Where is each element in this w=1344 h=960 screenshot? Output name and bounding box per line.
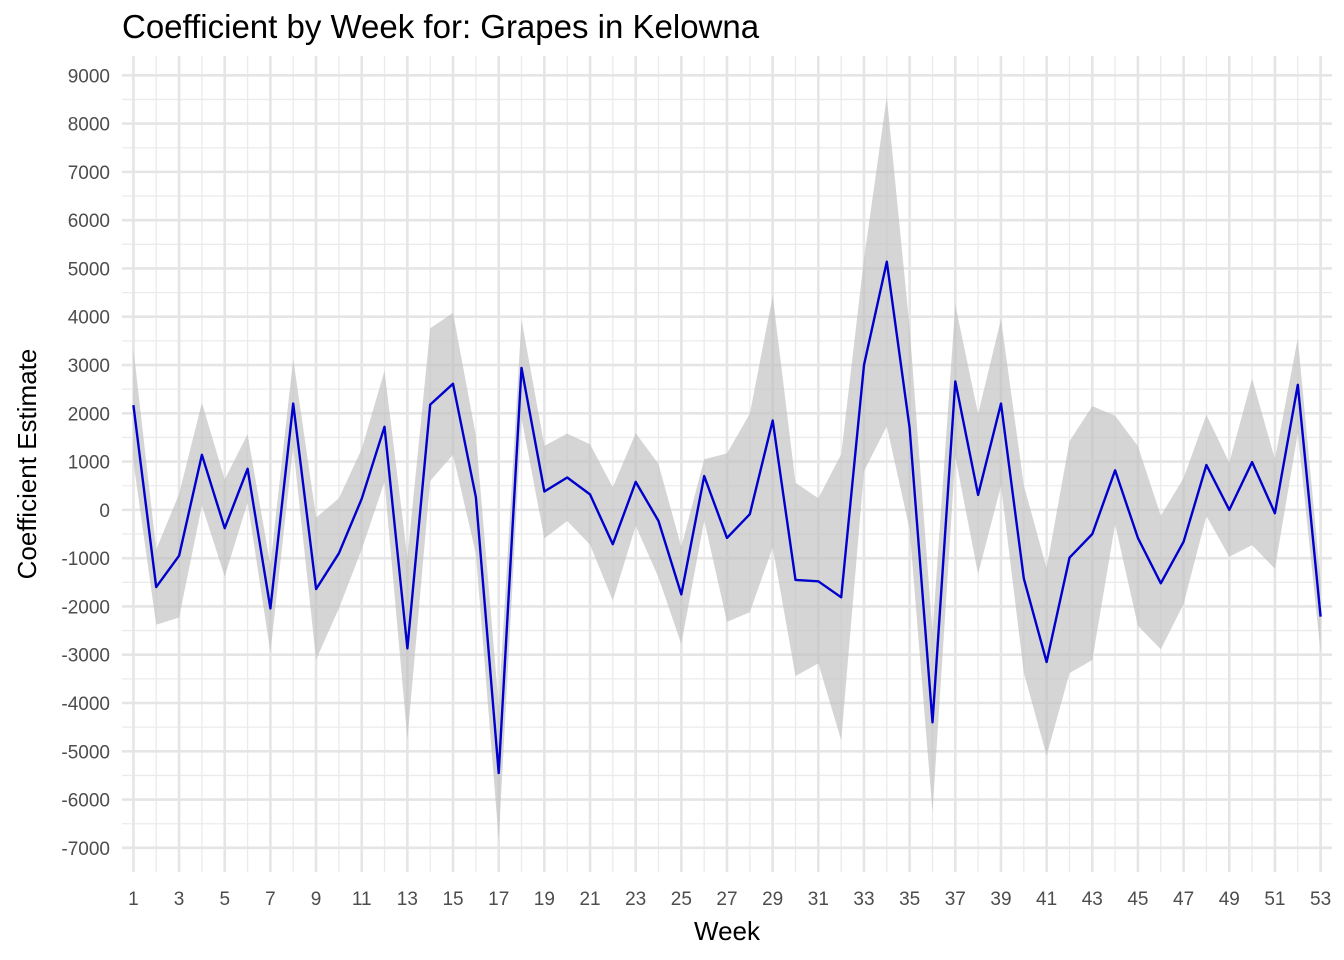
y-tick-labels: -7000 -6000 -5000 -4000 -3000 -2000 -1000 0 1000…: [61, 66, 110, 860]
x-tick-label: 25: [671, 889, 692, 910]
x-tick-label: 37: [945, 889, 966, 910]
x-tick-label: 29: [762, 889, 783, 910]
y-tick-label: 2000: [68, 404, 110, 425]
x-tick-label: 11: [352, 889, 372, 910]
x-tick-label: 21: [579, 889, 600, 910]
x-tick-label: 13: [397, 889, 418, 910]
x-tick-label: 17: [488, 889, 509, 910]
confidence-band: [133, 96, 1321, 840]
x-tick-label: 39: [990, 889, 1011, 910]
x-tick-label: 19: [534, 889, 555, 910]
chart-title: Coefficient by Week for: Grapes in Kelow…: [122, 8, 760, 45]
coefficient-line: [132, 260, 1322, 775]
y-tick-label: -5000: [61, 742, 110, 763]
x-tick-labels: 1 3 5 7 9 11 13 15 17 19 21 23 25 27 29 31 33 35 37 39 41 43 4…: [128, 889, 1331, 910]
y-axis-title: Coefficient Estimate: [12, 349, 42, 580]
y-tick-label: -1000: [61, 549, 110, 570]
x-tick-label: 15: [442, 889, 463, 910]
y-tick-label: 7000: [68, 163, 110, 184]
x-tick-label: 3: [174, 889, 185, 910]
y-tick-label: -6000: [61, 791, 110, 812]
x-tick-label: 5: [219, 889, 230, 910]
confidence-band-layer: [133, 96, 1321, 840]
coefficient-line-layer: [132, 260, 1322, 775]
y-tick-label: -7000: [61, 839, 110, 860]
x-tick-label: 23: [625, 889, 646, 910]
x-tick-label: 49: [1219, 889, 1240, 910]
y-tick-label: 1000: [68, 453, 110, 474]
x-tick-label: 47: [1173, 889, 1194, 910]
x-tick-label: 41: [1036, 889, 1057, 910]
y-tick-label: -3000: [61, 646, 110, 667]
x-tick-label: 27: [716, 889, 737, 910]
x-tick-label: 9: [311, 889, 322, 910]
y-tick-label: -4000: [61, 694, 110, 715]
x-tick-label: 33: [853, 889, 874, 910]
y-tick-label: 3000: [68, 356, 110, 377]
x-axis-title: Week: [694, 916, 761, 946]
x-tick-label: 31: [808, 889, 829, 910]
y-tick-label: 6000: [68, 211, 110, 232]
x-tick-label: 45: [1127, 889, 1148, 910]
x-tick-label: 51: [1264, 889, 1285, 910]
x-tick-label: 1: [128, 889, 139, 910]
y-tick-label: 9000: [68, 66, 110, 87]
x-tick-label: 35: [899, 889, 920, 910]
y-tick-label: -2000: [61, 597, 110, 618]
y-tick-label: 8000: [68, 115, 110, 136]
y-tick-label: 4000: [68, 308, 110, 329]
x-tick-label: 7: [265, 889, 276, 910]
y-tick-label: 0: [99, 501, 110, 522]
y-tick-label: 5000: [68, 259, 110, 280]
x-tick-label: 43: [1082, 889, 1103, 910]
x-tick-label: 53: [1310, 889, 1331, 910]
